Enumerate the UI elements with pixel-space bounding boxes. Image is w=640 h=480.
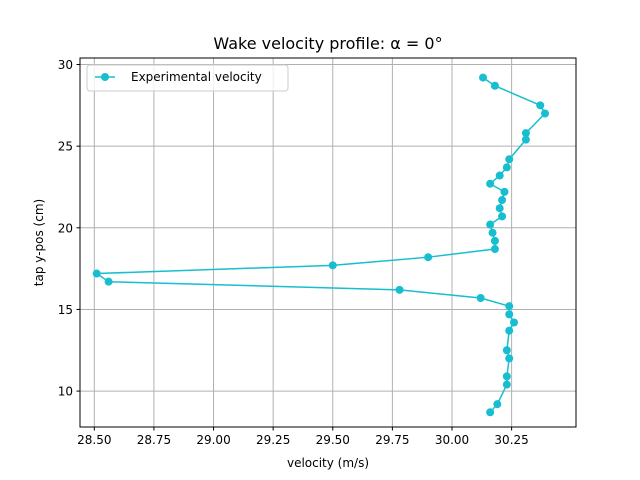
data-point: [505, 354, 514, 363]
y-tick-label: 20: [58, 221, 73, 235]
data-point: [521, 129, 530, 138]
data-point: [502, 163, 511, 172]
x-tick-label: 29.25: [256, 433, 290, 447]
data-point: [521, 135, 530, 144]
y-tick-label: 15: [58, 303, 73, 317]
y-axis-label: tap y-pos (cm): [32, 199, 46, 286]
legend: Experimental velocity: [86, 64, 289, 92]
data-point: [488, 228, 497, 237]
data-point: [536, 101, 545, 110]
data-point: [104, 277, 113, 286]
y-tick-label: 30: [58, 58, 73, 72]
plot-frame: [79, 57, 577, 428]
x-tick-label: 29.00: [196, 433, 230, 447]
data-point: [479, 73, 487, 82]
legend-box: [86, 64, 289, 92]
x-tick-label: 30.00: [435, 433, 469, 447]
legend-marker-swatch: [101, 73, 109, 81]
data-point: [505, 310, 514, 319]
data-point: [476, 294, 485, 303]
x-tick-label: 29.75: [375, 433, 409, 447]
data-point: [502, 372, 511, 381]
data-point: [486, 408, 495, 417]
data-point: [541, 109, 549, 118]
data-point: [495, 204, 504, 213]
data-point: [490, 245, 499, 254]
x-axis-label: velocity (m/s): [287, 456, 369, 470]
x-tick-label: 28.50: [77, 433, 111, 447]
data-point: [505, 155, 514, 164]
data-point: [505, 326, 514, 335]
data-point: [92, 269, 101, 278]
series-layer: [92, 73, 549, 417]
grid: [80, 58, 576, 427]
data-point: [505, 302, 514, 311]
x-tick-label: 28.75: [137, 433, 171, 447]
data-point: [498, 196, 507, 205]
series-line: [95, 76, 546, 413]
data-point: [395, 285, 404, 294]
x-tick-label: 30.25: [494, 433, 528, 447]
data-point: [502, 346, 511, 355]
y-axis: 10 15 20 25 30: [58, 58, 80, 399]
data-point: [328, 261, 337, 270]
x-tick-label: 29.50: [316, 433, 350, 447]
y-tick-label: 25: [58, 140, 73, 154]
data-point: [490, 236, 499, 245]
data-point: [486, 179, 495, 188]
data-point: [493, 400, 502, 409]
data-point: [495, 171, 504, 180]
y-tick-label: 10: [58, 385, 73, 399]
data-point: [510, 318, 518, 327]
data-point: [500, 187, 509, 196]
data-point: [490, 81, 499, 90]
legend-label: Experimental velocity: [131, 70, 262, 84]
data-point: [502, 380, 511, 389]
data-point: [486, 220, 495, 229]
data-point: [498, 212, 507, 221]
data-point: [424, 253, 433, 262]
x-axis: 28.50 28.75 29.00 29.25 29.50 29.75 30.00 30.25: [77, 427, 529, 447]
chart-title: Wake velocity profile: α = 0°: [213, 34, 442, 53]
